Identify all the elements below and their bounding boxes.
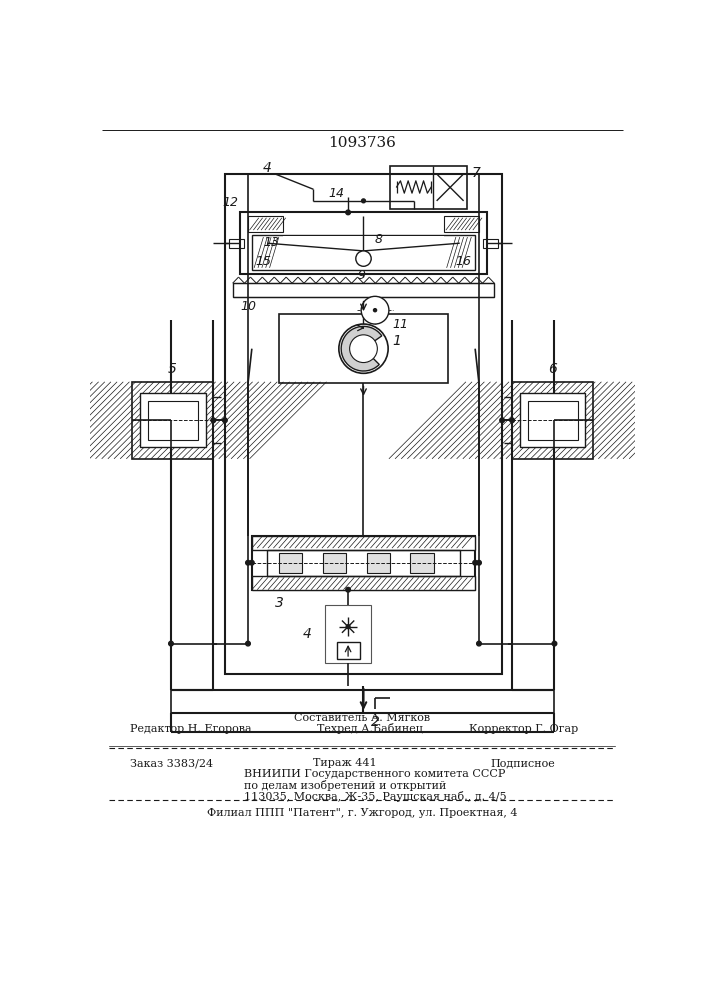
Bar [411,553,433,573]
Bar [252,536,475,550]
Circle shape [510,418,515,423]
Bar [520,393,585,447]
Text: по делам изобретений и открытий: по делам изобретений и открытий [244,780,447,791]
Circle shape [246,641,250,646]
Circle shape [552,641,557,646]
Bar [140,393,206,447]
Text: 113035, Москва, Ж-35, Раушская наб., д. 4/5: 113035, Москва, Ж-35, Раушская наб., д. … [244,791,507,802]
Bar [444,216,479,232]
Text: Техред А.Бабинец: Техред А.Бабинец [317,723,423,734]
Text: 4: 4 [263,161,271,175]
Text: Корректор Г. Огар: Корректор Г. Огар [469,724,578,734]
Wedge shape [341,326,382,371]
Text: Филиал ППП "Патент", г. Ужгород, ул. Проектная, 4: Филиал ППП "Патент", г. Ужгород, ул. Про… [206,808,518,818]
Bar [366,553,390,573]
Bar [527,401,578,440]
Circle shape [473,560,477,565]
Text: 2: 2 [371,715,380,729]
Text: 6: 6 [548,362,556,376]
Text: Заказ 3383/24: Заказ 3383/24 [130,758,214,768]
Text: 10: 10 [240,300,257,313]
Bar [390,166,467,209]
Circle shape [211,418,216,423]
Circle shape [350,335,378,363]
Text: 3: 3 [275,596,284,610]
Bar [322,553,346,573]
Circle shape [477,560,481,565]
Bar [248,216,283,232]
Bar [483,239,498,248]
Bar [252,235,475,270]
Circle shape [246,560,250,565]
Text: ВНИИПИ Государственного комитета СССР: ВНИИПИ Государственного комитета СССР [244,769,506,779]
Bar [512,382,593,459]
Circle shape [361,296,389,324]
Circle shape [339,324,388,373]
Text: 1093736: 1093736 [328,136,396,150]
Circle shape [346,210,351,215]
Text: Редактор Н. Егорова: Редактор Н. Егорова [130,724,252,734]
Bar [229,239,244,248]
Bar [252,536,475,590]
Bar [240,212,486,274]
Circle shape [223,418,227,423]
Circle shape [500,418,504,423]
Circle shape [477,641,481,646]
Text: 7: 7 [472,166,480,180]
Text: 8: 8 [375,233,383,246]
Bar [267,550,460,576]
Circle shape [169,641,173,646]
Bar [233,283,494,297]
Bar [148,401,198,440]
Text: Подписное: Подписное [491,758,555,768]
Bar [252,576,475,590]
Circle shape [346,587,351,592]
Bar [225,174,502,674]
Circle shape [346,625,350,629]
Bar [252,536,475,550]
Bar [325,605,371,663]
Text: 14: 14 [328,187,344,200]
Text: 12: 12 [222,196,238,209]
Bar [337,642,360,659]
Circle shape [361,199,366,203]
Bar [252,576,475,590]
Circle shape [356,251,371,266]
Text: Составитель А. Мягков: Составитель А. Мягков [294,713,430,723]
Text: 9: 9 [357,269,366,282]
Bar [279,314,448,383]
Text: 5: 5 [168,362,177,376]
Text: 15: 15 [255,255,271,268]
Bar [132,382,214,459]
Text: 1: 1 [392,334,401,348]
Bar [283,235,444,268]
Circle shape [373,309,377,312]
Text: 4: 4 [303,627,311,641]
Text: 11: 11 [393,318,409,331]
Bar [279,553,302,573]
Text: Тираж 441: Тираж 441 [313,758,377,768]
Text: 16: 16 [455,255,472,268]
Text: 13: 13 [264,235,279,248]
Circle shape [250,560,254,565]
